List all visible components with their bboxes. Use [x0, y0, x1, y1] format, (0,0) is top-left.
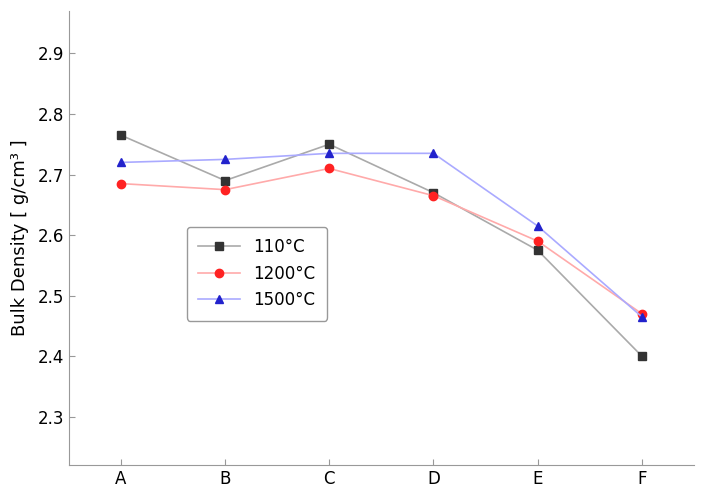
Line: 1200°C: 1200°C [117, 164, 646, 318]
1200°C [325, 166, 333, 172]
1200°C [221, 187, 229, 193]
110°C [429, 190, 438, 196]
Line: 1500°C: 1500°C [117, 149, 646, 321]
1500°C [534, 223, 542, 229]
1200°C [534, 238, 542, 244]
1200°C [116, 181, 125, 187]
1200°C [637, 311, 646, 317]
110°C [221, 178, 229, 184]
Y-axis label: Bulk Density [ g/cm³ ]: Bulk Density [ g/cm³ ] [11, 140, 29, 336]
1500°C [116, 159, 125, 165]
1500°C [325, 150, 333, 156]
Legend: 110°C, 1200°C, 1500°C: 110°C, 1200°C, 1500°C [187, 227, 327, 320]
110°C [637, 353, 646, 359]
110°C [116, 132, 125, 138]
1500°C [637, 314, 646, 320]
1500°C [221, 156, 229, 162]
1200°C [429, 193, 438, 199]
110°C [325, 141, 333, 147]
1500°C [429, 150, 438, 156]
110°C [534, 247, 542, 253]
Line: 110°C: 110°C [117, 131, 646, 360]
